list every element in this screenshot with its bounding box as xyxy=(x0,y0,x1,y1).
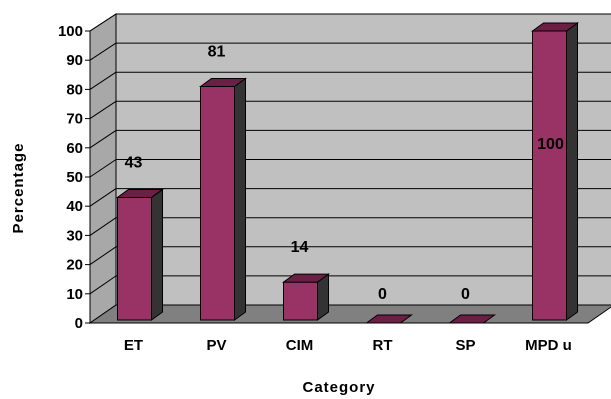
data-label: 43 xyxy=(125,154,143,171)
bar-front xyxy=(532,30,567,321)
bar-top xyxy=(281,273,331,283)
gridline-side xyxy=(89,246,117,266)
y-axis-ticks: 0 10 20 30 40 50 60 70 80 90 100 xyxy=(58,23,91,332)
y-tick-label: 50 xyxy=(66,169,83,186)
category-label: RT xyxy=(373,337,393,354)
x-axis-categories: ET PV CIM RT SP MPD u xyxy=(124,337,572,354)
bar xyxy=(198,77,248,321)
y-tick-label: 0 xyxy=(75,315,83,332)
gridline-side xyxy=(89,188,117,207)
bar-front xyxy=(117,196,152,321)
category-label: PV xyxy=(206,337,226,354)
data-label: 0 xyxy=(378,286,387,303)
category-label: MPD u xyxy=(525,337,572,354)
bar-side xyxy=(151,188,163,321)
category-label: CIM xyxy=(286,337,314,354)
category-label: SP xyxy=(455,337,475,354)
data-label: 14 xyxy=(291,239,309,256)
category-label: ET xyxy=(124,337,143,354)
y-tick-label: 70 xyxy=(66,111,83,128)
y-tick-label: 30 xyxy=(66,227,83,244)
bars xyxy=(115,22,580,324)
bar xyxy=(447,314,497,324)
bar-front xyxy=(200,85,235,321)
bar-top xyxy=(530,22,580,32)
bar xyxy=(364,314,414,324)
bar xyxy=(115,188,165,321)
y-tick-label: 90 xyxy=(66,52,83,69)
gridlines xyxy=(89,13,611,295)
gridline-side xyxy=(89,275,117,295)
data-labels: 43 81 14 0 0 100 xyxy=(125,43,564,303)
y-tick-label: 80 xyxy=(66,81,83,98)
gridline-side xyxy=(89,42,117,61)
gridline-side xyxy=(89,159,117,178)
y-tick-label: 40 xyxy=(66,198,83,215)
bar-top xyxy=(447,314,497,324)
gridline-side xyxy=(89,217,117,236)
gridline-side xyxy=(89,100,117,120)
gridline-side xyxy=(89,129,117,149)
bar-side xyxy=(234,77,246,321)
data-label: 100 xyxy=(537,136,564,153)
bar-top xyxy=(364,314,414,324)
bar-front xyxy=(283,281,318,321)
y-tick-label: 10 xyxy=(66,286,83,303)
bar-side xyxy=(566,22,578,321)
y-tick-label: 60 xyxy=(66,140,83,157)
data-label: 81 xyxy=(208,43,226,60)
y-tick-label: 100 xyxy=(58,23,83,40)
bar xyxy=(530,22,580,321)
y-tick-label: 20 xyxy=(66,257,83,274)
gridline-side xyxy=(89,13,117,32)
bar-top xyxy=(115,188,165,198)
bar xyxy=(281,273,331,321)
y-axis-title: Percentage xyxy=(10,143,27,234)
bar-top xyxy=(198,77,248,87)
gridline-side xyxy=(89,71,117,90)
x-axis-title: Category xyxy=(302,379,375,396)
data-label: 0 xyxy=(461,286,470,303)
